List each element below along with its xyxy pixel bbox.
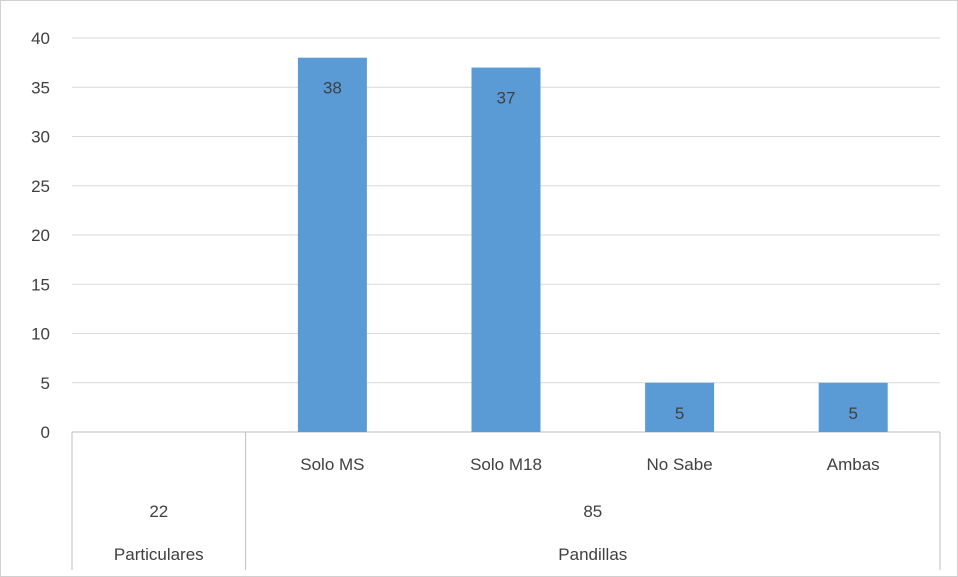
y-tick-label: 15 xyxy=(31,275,50,294)
data-label: 5 xyxy=(675,404,684,423)
y-tick-label: 30 xyxy=(31,128,50,147)
bars xyxy=(297,57,888,433)
bar xyxy=(471,67,541,433)
group-label: Particulares xyxy=(114,545,204,564)
bar xyxy=(645,382,715,432)
y-tick-label: 0 xyxy=(41,423,50,442)
group-label: Pandillas xyxy=(558,545,627,564)
y-tick-label: 5 xyxy=(41,374,50,393)
y-axis: 0 5 10 15 20 25 30 35 40 xyxy=(31,29,50,442)
category-label: No Sabe xyxy=(647,455,713,474)
bar xyxy=(297,57,367,432)
y-tick-label: 20 xyxy=(31,226,50,245)
category-label: Ambas xyxy=(827,455,880,474)
data-label: 37 xyxy=(497,89,516,108)
data-label: 38 xyxy=(323,79,342,98)
group-count-label: 22 xyxy=(149,502,168,521)
x-axis: Solo MS Solo M18 No Sabe Ambas 22 Particulare… xyxy=(71,432,941,570)
data-labels: 38 37 5 5 xyxy=(323,79,858,423)
category-label: Solo MS xyxy=(300,455,364,474)
category-label: Solo M18 xyxy=(470,455,542,474)
y-tick-label: 10 xyxy=(31,325,50,344)
y-tick-label: 25 xyxy=(31,177,50,196)
y-tick-label: 40 xyxy=(31,29,50,48)
group-count-label: 85 xyxy=(583,502,602,521)
data-label: 5 xyxy=(848,404,857,423)
bar xyxy=(818,382,888,432)
y-tick-label: 35 xyxy=(31,78,50,97)
